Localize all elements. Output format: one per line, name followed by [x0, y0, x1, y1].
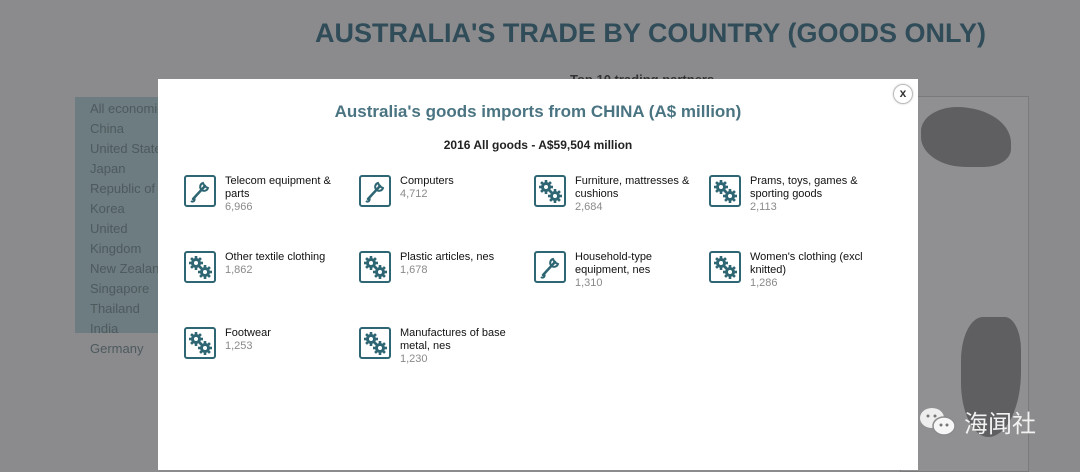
country-item[interactable]: New Zealand — [90, 261, 167, 276]
category-label: Computers — [400, 175, 454, 187]
category-label: Footwear — [225, 327, 271, 339]
gears-icon — [359, 327, 391, 359]
category-value: 2,684 — [575, 201, 603, 213]
country-item[interactable]: Japan — [90, 161, 126, 176]
gears-icon — [534, 175, 566, 207]
category-value: 1,230 — [400, 353, 428, 365]
gears-icon — [709, 175, 741, 207]
category-label: Prams, toys, games & sporting goods — [750, 175, 858, 200]
category-label: Furniture, mattresses & cushions — [575, 175, 690, 200]
category-value: 6,966 — [225, 201, 253, 213]
modal-subtitle: 2016 All goods - A$59,504 million — [443, 138, 633, 152]
country-item[interactable]: India — [90, 321, 119, 336]
country-item[interactable]: Germany — [90, 341, 144, 356]
wechat-icon — [920, 407, 956, 436]
imports-modal: Australia's goods imports from CHINA (A$… — [158, 79, 918, 470]
watermark-text: 海闻社 — [964, 411, 1036, 438]
category-value: 1,678 — [400, 264, 428, 276]
category-label: Manufactures of base metal, nes — [400, 327, 506, 352]
category-value: 1,862 — [225, 264, 253, 276]
country-item[interactable]: United Kingdom — [90, 221, 142, 256]
close-button[interactable]: x — [893, 84, 913, 104]
page-title: AUSTRALIA'S TRADE BY COUNTRY (GOODS ONLY… — [315, 18, 986, 48]
category-label: Plastic articles, nes — [400, 251, 495, 263]
category-value: 2,113 — [750, 201, 777, 213]
category-label: Household-type equipment, nes — [575, 251, 653, 276]
category-value: 1,310 — [575, 277, 603, 289]
country-item[interactable]: Republic of Korea — [90, 181, 156, 216]
country-item[interactable]: Thailand — [90, 301, 140, 316]
watermark: 海闻社 — [918, 404, 1036, 439]
modal-title: Australia's goods imports from CHINA (A$… — [334, 102, 742, 121]
gears-icon — [184, 327, 216, 359]
category-label: Telecom equipment & parts — [225, 175, 331, 200]
gears-icon — [359, 251, 391, 283]
wrench-icon — [184, 175, 216, 207]
country-item[interactable]: All economies — [90, 101, 171, 116]
category-value: 4,712 — [400, 188, 428, 200]
category-value: 1,286 — [750, 277, 778, 289]
category-label: Other textile clothing — [225, 251, 326, 263]
wrench-icon — [359, 175, 391, 207]
category-value: 1,253 — [225, 340, 253, 352]
country-item[interactable]: China — [90, 121, 124, 136]
gears-icon — [709, 251, 741, 283]
category-label: Women's clothing (excl knitted) — [750, 251, 863, 276]
country-item[interactable]: United States — [90, 141, 169, 156]
country-item[interactable]: Singapore — [90, 281, 150, 296]
gears-icon — [184, 251, 216, 283]
wrench-icon — [534, 251, 566, 283]
